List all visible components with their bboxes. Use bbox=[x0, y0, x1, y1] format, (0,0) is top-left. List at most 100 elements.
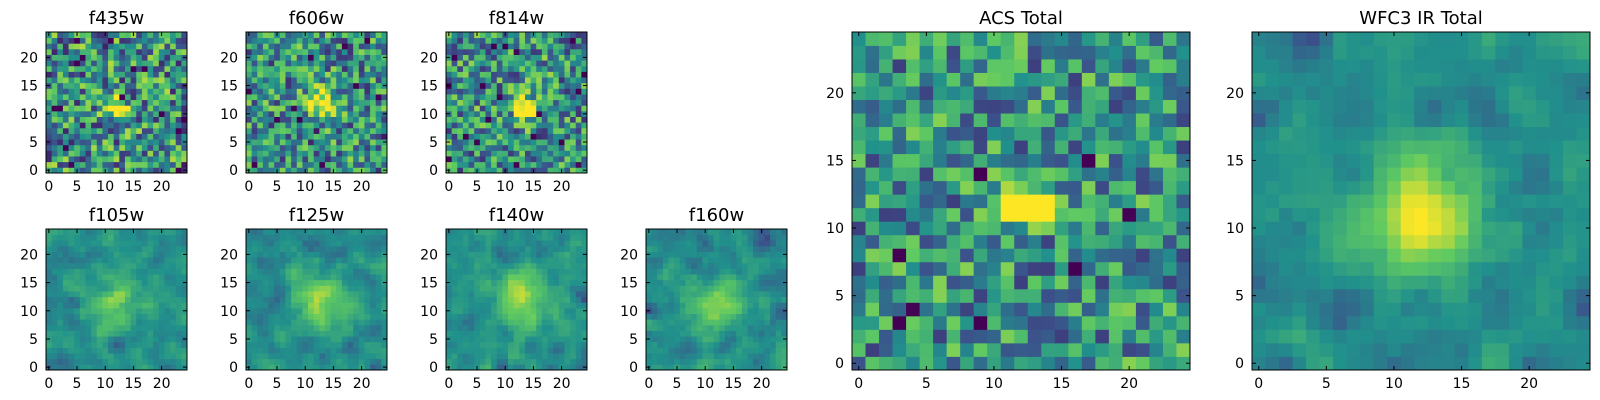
heatmap-cell bbox=[685, 353, 692, 360]
heatmap-cell bbox=[91, 324, 98, 331]
heatmap-cell bbox=[74, 161, 81, 168]
heatmap-cell bbox=[302, 43, 309, 50]
heatmap-cell bbox=[119, 302, 126, 309]
heatmap-cell bbox=[1135, 234, 1150, 249]
heatmap-cell bbox=[513, 257, 520, 264]
heatmap-cell bbox=[1081, 167, 1096, 182]
heatmap-cell bbox=[141, 60, 148, 67]
heatmap-cell bbox=[462, 88, 469, 95]
heatmap-cell bbox=[747, 330, 754, 337]
heatmap-cell bbox=[502, 77, 509, 84]
heatmap-cell bbox=[319, 268, 326, 275]
heatmap-cell bbox=[485, 71, 492, 78]
heatmap-cell bbox=[491, 268, 498, 275]
heatmap-cell bbox=[347, 105, 354, 112]
heatmap-cell bbox=[130, 251, 137, 258]
heatmap-cell bbox=[57, 358, 64, 365]
heatmap-cell bbox=[553, 71, 560, 78]
x-tick-label: 5 bbox=[273, 179, 282, 195]
heatmap-cell bbox=[892, 315, 907, 330]
heatmap-cell bbox=[74, 296, 81, 303]
heatmap-cell bbox=[519, 144, 526, 151]
heatmap-cell bbox=[308, 319, 315, 326]
heatmap-cell bbox=[113, 105, 120, 112]
heatmap-cell bbox=[513, 156, 520, 163]
heatmap-cell bbox=[330, 65, 337, 72]
heatmap-cell bbox=[502, 324, 509, 331]
heatmap-cell bbox=[108, 43, 115, 50]
heatmap-cell bbox=[141, 291, 148, 298]
heatmap-cell bbox=[347, 319, 354, 326]
heatmap-cell bbox=[541, 336, 548, 343]
heatmap-cell bbox=[536, 122, 543, 129]
heatmap-cell bbox=[91, 71, 98, 78]
heatmap-cell bbox=[274, 71, 281, 78]
heatmap-cell bbox=[474, 240, 481, 247]
heatmap-cell bbox=[524, 358, 531, 365]
heatmap-cell bbox=[296, 257, 303, 264]
heatmap-cell bbox=[570, 268, 577, 275]
heatmap-cell bbox=[246, 144, 253, 151]
heatmap-cell bbox=[564, 229, 571, 236]
heatmap-cell bbox=[291, 302, 298, 309]
heatmap-cell bbox=[147, 156, 154, 163]
heatmap-cell bbox=[370, 274, 377, 281]
heatmap-cell bbox=[1176, 356, 1191, 371]
heatmap-cell bbox=[46, 240, 53, 247]
heatmap-cell bbox=[564, 251, 571, 258]
x-tick-label: 15 bbox=[525, 376, 543, 392]
heatmap-cell bbox=[375, 150, 382, 157]
heatmap-cell bbox=[662, 336, 669, 343]
heatmap-cell bbox=[375, 364, 382, 371]
heatmap-cell bbox=[51, 150, 58, 157]
heatmap-cell bbox=[906, 180, 920, 195]
heatmap-cell bbox=[136, 262, 143, 269]
heatmap-cell bbox=[57, 240, 64, 247]
heatmap-cell bbox=[164, 319, 171, 326]
heatmap-cell bbox=[147, 240, 154, 247]
heatmap-cell bbox=[502, 268, 509, 275]
heatmap-cell bbox=[113, 82, 120, 89]
heatmap-cell bbox=[462, 139, 469, 146]
heatmap-cell bbox=[570, 296, 577, 303]
heatmap-cell bbox=[164, 167, 171, 174]
heatmap-cell bbox=[1054, 261, 1069, 276]
heatmap-cell bbox=[251, 336, 258, 343]
heatmap-cell bbox=[696, 347, 703, 354]
heatmap-cell bbox=[508, 279, 515, 286]
heatmap-cell bbox=[113, 127, 120, 134]
heatmap-cell bbox=[330, 94, 337, 101]
heatmap-cell bbox=[274, 358, 281, 365]
heatmap-cell bbox=[370, 268, 377, 275]
heatmap-cell bbox=[513, 150, 520, 157]
heatmap-cell bbox=[158, 37, 165, 44]
heatmap-cell bbox=[457, 54, 464, 61]
heatmap-cell bbox=[51, 94, 58, 101]
heatmap-cell bbox=[553, 156, 560, 163]
heatmap-cell bbox=[919, 261, 934, 276]
heatmap-cell bbox=[553, 240, 560, 247]
heatmap-cell bbox=[96, 88, 103, 95]
heatmap-cell bbox=[691, 245, 698, 252]
heatmap-cell bbox=[662, 291, 669, 298]
heatmap-cell bbox=[1108, 194, 1123, 209]
heatmap-cell bbox=[479, 105, 486, 112]
heatmap-cell bbox=[508, 99, 515, 106]
heatmap-cell bbox=[85, 285, 92, 292]
heatmap-cell bbox=[74, 268, 81, 275]
heatmap-cell bbox=[462, 262, 469, 269]
heatmap-cell bbox=[468, 234, 475, 241]
heatmap-cell bbox=[375, 139, 382, 146]
heatmap-cell bbox=[164, 251, 171, 258]
heatmap-cell bbox=[485, 274, 492, 281]
heatmap-cell bbox=[1041, 261, 1056, 276]
heatmap-cell bbox=[274, 313, 281, 320]
heatmap-cell bbox=[662, 234, 669, 241]
heatmap-cell bbox=[457, 32, 464, 39]
heatmap-cell bbox=[530, 133, 537, 140]
heatmap-cell bbox=[564, 127, 571, 134]
heatmap-cell bbox=[170, 336, 177, 343]
heatmap-cell bbox=[170, 133, 177, 140]
heatmap-cell bbox=[685, 251, 692, 258]
heatmap-cell bbox=[68, 54, 75, 61]
